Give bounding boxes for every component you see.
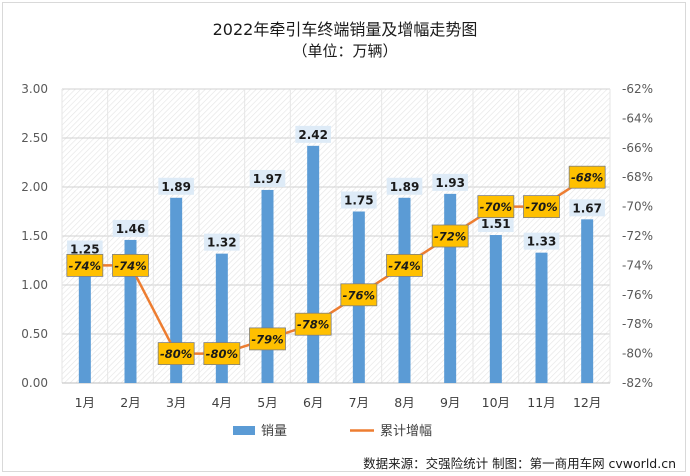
bar-label-bg [478, 215, 514, 233]
bar-9 [444, 193, 457, 383]
bar-value-label: 2.42 [298, 128, 328, 142]
growth-label-box [66, 253, 104, 277]
growth-label-box [431, 224, 469, 248]
source-note: 数据来源：交强险统计 制图：第一商用车网 cvworld.cn [363, 456, 676, 471]
left-axis-tick: 1.00 [21, 278, 48, 292]
bar-1 [78, 260, 91, 383]
bar-value-label: 1.33 [527, 235, 557, 249]
x-axis-tick: 2月 [120, 395, 140, 410]
x-axis-tick: 1月 [75, 395, 95, 410]
bar-value-label: 1.93 [435, 176, 465, 190]
bar-label-bg [67, 240, 103, 258]
bar-value-label: 1.89 [390, 180, 420, 194]
bar-label-bg [158, 177, 194, 195]
bar-value-label: 1.51 [481, 217, 511, 231]
growth-label-box [249, 327, 286, 351]
growth-label-box [386, 253, 423, 277]
growth-value-label: -80% [206, 347, 238, 361]
x-axis-tick: 9月 [440, 395, 460, 410]
bar-3 [170, 197, 183, 383]
growth-value-label: -70% [525, 200, 557, 214]
x-axis-tick: 5月 [257, 395, 277, 410]
x-axis-tick: 4月 [212, 395, 232, 410]
growth-value-label: -79% [251, 332, 283, 346]
x-axis-tick: 6月 [303, 395, 323, 410]
growth-label-box [203, 342, 241, 366]
x-axis-tick: 8月 [394, 395, 414, 410]
growth-label-box [340, 283, 378, 307]
growth-label-box [294, 312, 332, 336]
right-axis-tick: -80% [622, 347, 653, 361]
left-axis-tick: 3.00 [21, 82, 48, 96]
chart-title: 2022年牵引车终端销量及增幅走势图 [212, 20, 478, 39]
left-axis-tick: 0.50 [21, 327, 48, 341]
chart-subtitle: （单位：万辆） [292, 42, 398, 60]
growth-value-label: -70% [480, 200, 512, 214]
growth-value-label: -74% [69, 259, 101, 273]
bar-label-bg [386, 177, 423, 195]
growth-value-label: -68% [571, 171, 603, 185]
bar-label-bg [204, 233, 240, 251]
right-axis-tick: -68% [622, 170, 653, 184]
x-axis-tick: 10月 [482, 395, 510, 410]
growth-label-box [568, 165, 606, 189]
bar-11 [535, 252, 548, 383]
right-axis-tick: -78% [622, 317, 653, 331]
x-axis-tick: 11月 [527, 395, 555, 410]
left-axis-tick: 2.50 [21, 131, 48, 145]
bar-6 [307, 145, 320, 383]
legend-line-label: 累计增幅 [380, 424, 432, 439]
bar-label-bg [249, 169, 286, 187]
growth-value-label: -80% [160, 347, 192, 361]
bar-12 [581, 219, 594, 383]
growth-label-box [157, 342, 195, 366]
growth-value-label: -76% [343, 288, 375, 302]
bar-value-label: 1.97 [253, 172, 283, 186]
growth-label-box [112, 253, 149, 277]
left-axis-tick: 2.00 [21, 180, 48, 194]
right-axis-tick: -72% [622, 229, 653, 243]
right-axis-tick: -64% [622, 111, 653, 125]
growth-label-box [523, 195, 560, 219]
right-axis-tick: -66% [622, 141, 653, 155]
right-axis-tick: -76% [622, 288, 653, 302]
right-axis-tick: -82% [622, 376, 653, 390]
growth-value-label: -78% [297, 318, 329, 332]
legend-bar-swatch [233, 426, 255, 435]
bar-label-bg [341, 191, 377, 209]
x-axis-tick: 12月 [573, 395, 601, 410]
left-axis-tick: 0.00 [21, 376, 48, 390]
right-axis-tick: -62% [622, 82, 653, 96]
bar-10 [489, 235, 502, 383]
bar-value-label: 1.67 [572, 201, 602, 215]
right-axis-tick: -70% [622, 200, 653, 214]
growth-value-label: -74% [388, 259, 420, 273]
growth-value-label: -74% [114, 259, 146, 273]
bar-value-label: 1.32 [207, 236, 237, 250]
bar-8 [398, 197, 411, 383]
bar-label-bg [295, 125, 331, 143]
bar-value-label: 1.89 [161, 180, 191, 194]
bar-label-bg [569, 199, 605, 217]
bar-5 [261, 189, 274, 383]
bar-value-label: 1.46 [116, 222, 146, 236]
bar-value-label: 1.25 [70, 243, 100, 257]
bar-label-bg [112, 219, 149, 237]
bar-label-bg [432, 173, 468, 191]
growth-value-label: -72% [434, 230, 466, 244]
left-axis-tick: 1.50 [21, 229, 48, 243]
x-axis-tick: 3月 [166, 395, 186, 410]
legend-bar-label: 销量 [261, 424, 287, 439]
bar-label-bg [523, 232, 560, 250]
growth-label-box [477, 195, 515, 219]
bar-value-label: 1.75 [344, 194, 374, 208]
right-axis-tick: -74% [622, 258, 653, 272]
x-axis-tick: 7月 [349, 395, 369, 410]
